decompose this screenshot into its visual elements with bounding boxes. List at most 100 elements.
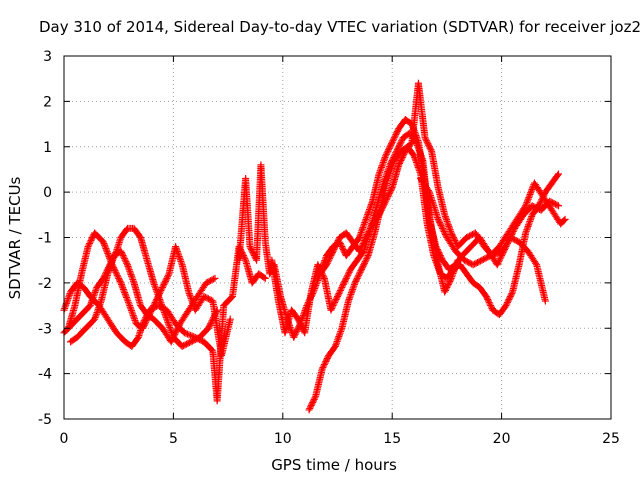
data-point-trail [197, 325, 211, 340]
data-point [395, 161, 403, 169]
data-point-trail [356, 217, 369, 240]
data-point-trail [118, 249, 131, 267]
x-tick-label: 5 [169, 431, 178, 447]
data-point-trail [61, 290, 74, 312]
y-tick-label: -2 [38, 276, 52, 292]
data-point-trail [348, 257, 360, 272]
data-point-trail [505, 217, 520, 235]
data-point-trail [477, 285, 489, 299]
series-track-3 [64, 229, 234, 359]
data-point-trail [403, 116, 415, 127]
data-point [554, 202, 562, 210]
data-point [482, 292, 490, 300]
series-track-8 [316, 79, 549, 305]
y-tick-label: -4 [38, 367, 52, 383]
data-point-trail [508, 234, 522, 245]
data-point [441, 288, 449, 296]
data-point-trail [415, 81, 429, 140]
data-point-trail [338, 299, 352, 331]
data-point-trail [472, 230, 487, 249]
data-point-trail [104, 253, 118, 276]
data-point-trail [496, 303, 509, 317]
data-point-trail [352, 267, 365, 285]
data-point-trail [312, 367, 326, 399]
data-point-trail [509, 262, 523, 294]
data-point [323, 261, 331, 269]
plot-border [63, 55, 612, 420]
data-point [382, 152, 390, 160]
data-point-trail [182, 329, 198, 341]
data-point-trail [118, 280, 133, 308]
data-point-trail [79, 303, 93, 318]
data-point-trail [382, 185, 395, 204]
data-point-trail [354, 248, 367, 263]
data-point-trail [70, 312, 84, 327]
data-point-trail [363, 199, 376, 222]
data-point-trail [459, 244, 474, 259]
data-point [117, 279, 125, 287]
data-point-trail [137, 235, 151, 263]
data-point [226, 315, 234, 323]
data-point-trail [453, 248, 467, 263]
data-point [318, 365, 326, 373]
data-point-trail [83, 316, 98, 331]
data-point-trail [373, 181, 387, 208]
data-point-trail [430, 253, 444, 276]
data-point-trail [81, 285, 93, 299]
series-track-7 [305, 143, 562, 414]
data-point-trail [204, 275, 218, 286]
data-point [382, 197, 390, 205]
data-point [327, 306, 335, 314]
data-point-trail [168, 321, 183, 344]
data-point [167, 338, 175, 346]
data-point-trail [428, 149, 442, 190]
x-tick-label: 15 [383, 431, 401, 447]
data-point [541, 297, 549, 305]
data-point [434, 215, 442, 223]
data-point-trail [369, 172, 383, 203]
data-point-trail [514, 203, 529, 222]
data-point-trail [358, 253, 371, 272]
data-point-trail [326, 344, 338, 358]
y-tick-label: -5 [38, 412, 52, 428]
data-point [375, 211, 383, 219]
data-point-trail [455, 235, 469, 249]
data-point [314, 261, 322, 269]
x-tick-label: 20 [493, 431, 511, 447]
data-point-trail [441, 276, 455, 294]
data-point-trail [334, 280, 347, 299]
data-point-trail [332, 326, 345, 349]
data-point-trail [192, 294, 207, 313]
data-point-trail [126, 303, 140, 326]
data-point [355, 247, 363, 255]
data-point-trail [148, 289, 164, 313]
grid-lines [64, 56, 611, 419]
data-point-trail [356, 235, 369, 254]
data-point-trail [558, 216, 568, 227]
data-point-trail [549, 171, 562, 186]
data-point-trail [444, 235, 459, 254]
data-point-trail [343, 244, 356, 258]
data-point-trail [369, 212, 382, 227]
data-point-trail [540, 194, 555, 213]
data-point [211, 274, 219, 282]
data-point [502, 302, 510, 310]
data-point-trail [328, 294, 341, 313]
data-point-trail [124, 262, 137, 285]
data-point-trail [435, 185, 448, 217]
data-point [554, 170, 562, 178]
data-point-trail [268, 258, 282, 303]
data-point-trail [382, 140, 395, 158]
data-point-trail [98, 272, 111, 303]
data-point-trail [444, 267, 457, 281]
data-point-trail [114, 330, 128, 345]
data-point-trail [345, 281, 358, 303]
data-point-trail [201, 339, 216, 354]
data-point-trail [144, 312, 156, 322]
data-point-trail [229, 244, 243, 299]
data-point-trail [71, 271, 85, 308]
data-point-trail [496, 230, 511, 249]
data-point-trail [317, 262, 330, 277]
